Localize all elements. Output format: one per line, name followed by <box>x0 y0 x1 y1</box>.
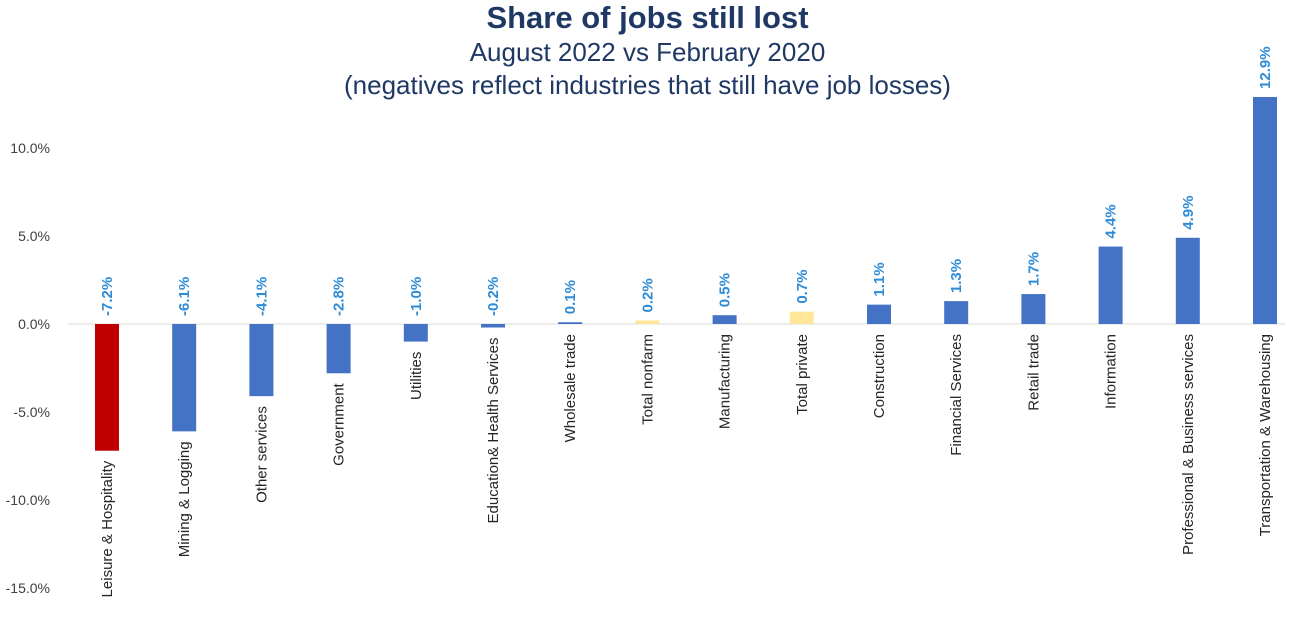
data-label: 0.1% <box>562 280 579 314</box>
y-tick-label: -5.0% <box>13 404 50 420</box>
data-label: -7.2% <box>99 277 116 316</box>
data-label: 4.9% <box>1180 196 1197 230</box>
bar <box>789 311 814 324</box>
category-label: Mining & Logging <box>176 441 193 557</box>
labels: -7.2% Leisure & Hospitality -6.1% Mining & … <box>99 46 1274 597</box>
y-tick-label: -10.0% <box>6 492 50 508</box>
bar <box>712 315 737 324</box>
data-label: 12.9% <box>1257 46 1274 89</box>
data-label: 1.1% <box>871 262 888 296</box>
bars <box>95 96 1277 451</box>
data-label: 4.4% <box>1103 204 1120 238</box>
bar <box>944 301 969 324</box>
category-label: Financial Services <box>948 334 965 456</box>
data-label: -6.1% <box>176 277 193 316</box>
category-label: Transportation & Warehousing <box>1257 334 1274 536</box>
category-label: Wholesale trade <box>562 334 579 442</box>
data-label: 0.2% <box>639 278 656 312</box>
category-label: Total private <box>794 334 811 415</box>
chart-title: Share of jobs still lost <box>486 0 809 35</box>
category-label: Professional & Business services <box>1180 334 1197 555</box>
y-tick-label: 5.0% <box>18 228 50 244</box>
data-label: 1.3% <box>948 259 965 293</box>
data-label: 0.5% <box>717 273 734 307</box>
bar <box>1021 294 1046 324</box>
category-label: Total nonfarm <box>639 334 656 425</box>
y-tick-label: 0.0% <box>18 316 50 332</box>
data-label: -0.2% <box>485 277 502 316</box>
bar <box>1253 96 1277 325</box>
bar <box>1175 237 1200 324</box>
chart-subtitle-note: (negatives reflect industries that still… <box>344 70 951 100</box>
bar <box>172 324 197 432</box>
category-label: Retail trade <box>1025 334 1042 411</box>
category-label: Construction <box>871 334 888 418</box>
bar <box>403 324 428 342</box>
bar <box>95 324 119 451</box>
data-label: -1.0% <box>408 277 425 316</box>
data-label: -2.8% <box>331 277 348 316</box>
category-label: Education& Health Services <box>485 338 502 524</box>
bar <box>635 320 660 324</box>
bar <box>558 322 583 324</box>
bar <box>249 324 274 397</box>
data-label: -4.1% <box>253 277 270 316</box>
bar <box>481 324 505 328</box>
chart-subtitle: August 2022 vs February 2020 <box>469 37 826 67</box>
data-label: 1.7% <box>1025 252 1042 286</box>
category-label: Information <box>1103 334 1120 409</box>
category-label: Government <box>331 382 348 465</box>
category-label: Utilities <box>408 352 425 400</box>
y-axis: 10.0% 5.0% 0.0% -5.0% -10.0% -15.0% <box>6 140 1285 596</box>
data-label: 0.7% <box>794 269 811 303</box>
bar <box>867 304 891 324</box>
bar <box>1098 246 1123 324</box>
y-tick-label: -15.0% <box>6 580 50 596</box>
category-label: Other services <box>253 406 270 503</box>
category-label: Manufacturing <box>717 334 734 429</box>
y-tick-label: 10.0% <box>10 140 50 156</box>
category-label: Leisure & Hospitality <box>99 460 116 597</box>
bar <box>326 324 351 374</box>
